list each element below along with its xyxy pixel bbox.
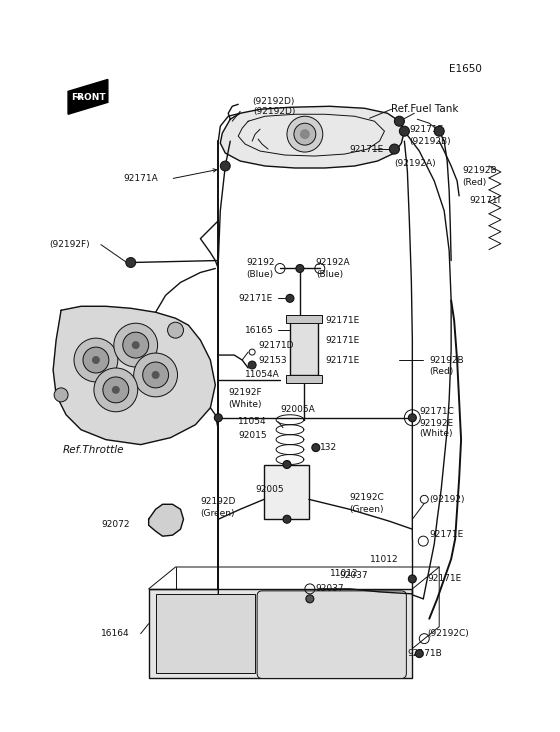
Text: (92192B): (92192B) [409, 137, 451, 146]
Circle shape [416, 649, 423, 657]
Circle shape [408, 575, 416, 583]
Text: 92171I: 92171I [469, 196, 500, 205]
Bar [264, 465, 309, 519]
Circle shape [132, 341, 139, 349]
Text: 11054A: 11054A [245, 370, 280, 379]
Circle shape [92, 356, 100, 364]
Circle shape [306, 595, 314, 603]
Circle shape [312, 444, 320, 452]
Circle shape [286, 294, 294, 302]
Text: (White): (White) [419, 429, 453, 438]
Text: 11012: 11012 [370, 555, 398, 564]
Text: (92192F): (92192F) [49, 240, 90, 249]
Circle shape [434, 126, 444, 136]
Text: 11054: 11054 [238, 417, 267, 426]
Polygon shape [68, 80, 108, 114]
Text: Ref.Fuel Tank: Ref.Fuel Tank [391, 104, 459, 114]
Polygon shape [53, 306, 216, 444]
Circle shape [399, 126, 409, 136]
Circle shape [94, 368, 138, 412]
Text: (92192D): (92192D) [253, 107, 295, 116]
Circle shape [134, 353, 178, 397]
Text: 92192A: 92192A [316, 258, 351, 267]
Text: 92015: 92015 [238, 431, 267, 440]
Text: (Green): (Green) [200, 509, 235, 518]
Circle shape [83, 347, 109, 373]
Circle shape [112, 386, 120, 394]
Bar [286, 375, 322, 383]
Text: (Blue): (Blue) [316, 270, 343, 279]
Circle shape [296, 264, 304, 272]
Text: 16165: 16165 [245, 326, 274, 335]
Circle shape [167, 322, 184, 338]
Text: 92171E: 92171E [409, 124, 444, 134]
Text: 92171E: 92171E [238, 294, 273, 303]
Text: Ref.Throttle: Ref.Throttle [63, 444, 124, 455]
Circle shape [126, 258, 136, 267]
Text: 92153: 92153 [258, 356, 287, 365]
Circle shape [214, 414, 222, 422]
Circle shape [394, 116, 404, 126]
Circle shape [283, 460, 291, 468]
Circle shape [283, 515, 291, 523]
Text: 92192: 92192 [246, 258, 274, 267]
Text: (92192): (92192) [430, 495, 465, 504]
Text: 92192C: 92192C [349, 493, 384, 502]
Text: 92037: 92037 [316, 584, 344, 594]
Text: 92171E: 92171E [427, 575, 461, 583]
Circle shape [74, 338, 118, 382]
Text: 92171C: 92171C [419, 407, 454, 417]
Text: 92037: 92037 [340, 572, 368, 580]
Text: 92192D: 92192D [200, 497, 236, 506]
Circle shape [287, 116, 323, 152]
Text: (Green): (Green) [349, 505, 384, 514]
Text: (Red): (Red) [430, 367, 454, 376]
Text: (White): (White) [228, 400, 262, 409]
Text: 92171D: 92171D [258, 340, 293, 350]
Circle shape [123, 332, 148, 358]
Circle shape [54, 388, 68, 402]
Text: 16164: 16164 [101, 630, 129, 638]
Text: FRONT: FRONT [71, 93, 105, 102]
Text: 92171B: 92171B [407, 649, 442, 658]
Text: (Blue): (Blue) [246, 270, 273, 279]
Circle shape [389, 144, 399, 154]
Circle shape [143, 362, 169, 388]
Circle shape [152, 371, 160, 379]
Bar [290, 320, 318, 375]
Circle shape [114, 324, 157, 367]
Text: 92072: 92072 [101, 520, 129, 529]
Text: 92192B: 92192B [430, 356, 464, 365]
Text: 92171E: 92171E [326, 315, 360, 325]
Text: 92005A: 92005A [280, 406, 315, 414]
Text: (Red): (Red) [462, 179, 486, 187]
Bar [148, 589, 412, 679]
Text: 11012: 11012 [330, 569, 358, 578]
Polygon shape [220, 106, 404, 168]
Circle shape [103, 377, 129, 403]
Circle shape [220, 161, 230, 171]
Bar [286, 315, 322, 324]
FancyBboxPatch shape [257, 591, 407, 679]
Text: (92192C): (92192C) [427, 630, 469, 638]
Polygon shape [148, 504, 184, 536]
Text: 92171A: 92171A [124, 174, 158, 184]
Text: 92171E: 92171E [326, 356, 360, 365]
Text: 92171E: 92171E [326, 336, 360, 345]
Text: 92005: 92005 [256, 485, 284, 494]
Text: E1650: E1650 [449, 64, 482, 75]
Circle shape [294, 123, 316, 145]
Text: 92171E: 92171E [349, 145, 384, 154]
Bar [156, 594, 255, 673]
Text: 92192E: 92192E [419, 419, 454, 428]
Text: 92171E: 92171E [430, 530, 464, 539]
Text: 132: 132 [320, 443, 337, 452]
Circle shape [408, 414, 416, 422]
Text: 92192B: 92192B [462, 166, 497, 176]
Circle shape [248, 361, 256, 369]
Text: 92192F: 92192F [228, 389, 262, 397]
Circle shape [300, 129, 310, 139]
Text: (92192D): (92192D) [252, 97, 295, 106]
Text: (92192A): (92192A) [394, 159, 436, 168]
